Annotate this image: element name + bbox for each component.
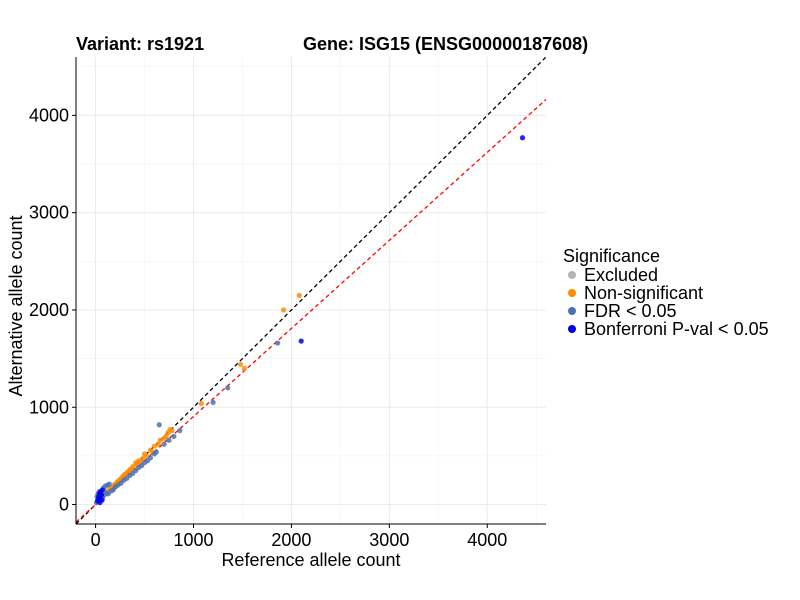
- point-non-significant: [169, 428, 175, 434]
- point-fdr-0-05: [153, 449, 159, 455]
- point-non-significant: [138, 459, 144, 465]
- x-tick-label: 4000: [467, 530, 507, 550]
- legend-key-marker: [568, 271, 576, 279]
- point-non-significant: [155, 441, 161, 447]
- point-non-significant: [237, 361, 244, 368]
- point-fdr-0-05: [275, 340, 281, 346]
- identity-line: [75, 56, 547, 525]
- legend-title: Significance: [563, 246, 660, 266]
- point-bonferroni-p-val-0-05: [519, 135, 526, 141]
- x-tick-label: 1000: [173, 530, 213, 550]
- data-points: [93, 135, 526, 506]
- legend-key-marker: [568, 289, 576, 297]
- x-tick-label: 0: [91, 530, 101, 550]
- point-non-significant: [157, 437, 163, 443]
- point-non-significant: [280, 307, 287, 313]
- x-axis-title: Reference allele count: [221, 550, 400, 570]
- point-bonferroni-p-val-0-05: [99, 487, 106, 493]
- chart-title-variant: Variant: rs1921: [76, 34, 204, 54]
- point-fdr-0-05: [166, 437, 172, 443]
- legend-key-marker: [568, 307, 576, 315]
- point-fdr-0-05: [177, 428, 183, 434]
- chart-title-gene: Gene: ISG15 (ENSG00000187608): [303, 34, 588, 54]
- x-tick-label: 3000: [369, 530, 409, 550]
- point-fdr-0-05: [161, 441, 167, 447]
- legend-key-marker: [568, 325, 576, 333]
- point-fdr-0-05: [210, 399, 216, 405]
- legend-label: Excluded: [584, 265, 658, 285]
- point-non-significant: [163, 433, 169, 440]
- point-non-significant: [151, 443, 157, 449]
- y-tick-label: 1000: [29, 397, 69, 417]
- point-non-significant: [198, 400, 204, 406]
- point-bonferroni-p-val-0-05: [98, 493, 104, 499]
- point-non-significant: [241, 365, 248, 371]
- point-non-significant: [296, 292, 302, 298]
- legend-label: FDR < 0.05: [584, 301, 677, 321]
- y-tick-label: 2000: [29, 300, 69, 320]
- y-axis-title: Alternative allele count: [6, 215, 26, 396]
- y-tick-label: 0: [59, 495, 69, 515]
- point-fdr-0-05: [171, 433, 177, 440]
- legend-label: Non-significant: [584, 283, 703, 303]
- point-fdr-0-05: [106, 481, 112, 487]
- legend-label: Bonferroni P-val < 0.05: [584, 319, 769, 339]
- x-tick-label: 2000: [271, 530, 311, 550]
- point-bonferroni-p-val-0-05: [99, 497, 105, 503]
- point-bonferroni-p-val-0-05: [298, 338, 304, 344]
- point-fdr-0-05: [147, 455, 154, 461]
- axes: [75, 57, 546, 525]
- point-fdr-0-05: [225, 385, 231, 391]
- y-tick-label: 3000: [29, 203, 69, 223]
- point-fdr-0-05: [156, 422, 162, 428]
- y-tick-label: 4000: [29, 105, 69, 125]
- point-non-significant: [141, 451, 148, 457]
- tick-labels: 0 1000 2000 3000 4000 0 1000 2000 3000 4000: [29, 105, 507, 550]
- point-non-significant: [129, 466, 135, 473]
- legend: Significance ExcludedNon-significantFDR …: [563, 246, 769, 339]
